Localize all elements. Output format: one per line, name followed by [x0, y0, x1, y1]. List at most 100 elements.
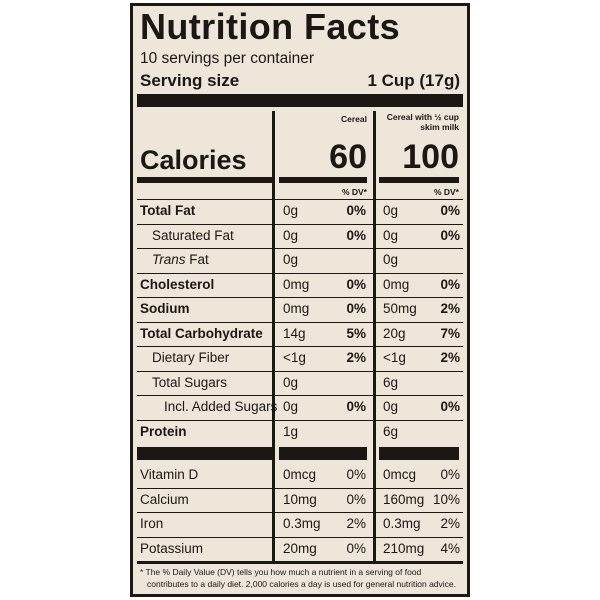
- footnote-divider: [137, 561, 463, 564]
- nutrient-label: Protein: [140, 423, 187, 439]
- vitamin-label: Iron: [140, 516, 164, 531]
- thick-divider: [137, 94, 463, 107]
- nutrient-label: Dietary Fiber: [152, 350, 230, 365]
- vitamin-amount-with-milk: 210mg: [383, 540, 425, 556]
- row-divider: [137, 395, 463, 396]
- dv-cereal: 5%: [346, 325, 366, 341]
- dv-header-cereal: % DV*: [341, 187, 367, 197]
- dv-with-milk: 2%: [440, 350, 460, 365]
- amount-cereal: 0mg: [283, 276, 310, 292]
- vitamin-dv-with-milk: 10%: [432, 491, 460, 507]
- vitamin-section-divider: [137, 447, 272, 460]
- dv-with-milk: 0%: [440, 227, 460, 243]
- calories-cereal: 60: [329, 138, 367, 176]
- col2-header-line2: skim milk: [420, 122, 459, 132]
- vitamin-section-divider: [379, 447, 459, 460]
- amount-cereal: 14g: [283, 325, 306, 341]
- row-divider: [137, 223, 463, 225]
- dv-cereal: 2%: [346, 350, 366, 365]
- vitamin-dv-cereal: 0%: [346, 540, 366, 556]
- dv-with-milk: 7%: [440, 325, 460, 341]
- amount-with-milk: 0g: [383, 227, 399, 243]
- amount-with-milk: <1g: [383, 350, 406, 365]
- footnote-line-2: contributes to a daily diet. 2,000 calor…: [147, 579, 457, 589]
- servings-per-container: 10 servings per container: [140, 50, 315, 67]
- dv-header-with-milk: % DV*: [433, 187, 459, 197]
- dv-with-milk: 0%: [440, 276, 460, 292]
- vitamin-label: Vitamin D: [140, 467, 199, 482]
- vitamin-dv-with-milk: 2%: [440, 516, 460, 531]
- vitamin-amount-with-milk: 0mcg: [383, 467, 417, 482]
- calories-divider-mid: [279, 177, 367, 183]
- footnote-line-1: * The % Daily Value (DV) tells you how m…: [140, 567, 422, 577]
- amount-with-milk: 20g: [383, 325, 406, 341]
- nutrient-label: Total Sugars: [152, 374, 228, 390]
- nutrient-label: Total Fat: [140, 203, 196, 218]
- dv-with-milk: 0%: [440, 203, 460, 218]
- calories-divider-right: [379, 177, 459, 183]
- vitamin-amount-with-milk: 0.3mg: [383, 516, 421, 531]
- nutrient-label: Cholesterol: [140, 276, 215, 292]
- row-divider: [137, 346, 463, 347]
- amount-cereal: 0g: [283, 252, 299, 267]
- vitamin-label: Calcium: [140, 491, 189, 507]
- vitamin-dv-cereal: 0%: [346, 467, 366, 482]
- nutrient-label: Total Carbohydrate: [140, 325, 263, 341]
- footnote: * The % Daily Value (DV) tells you how m…: [140, 566, 465, 590]
- amount-cereal: 0g: [283, 399, 299, 414]
- calories-with-milk: 100: [402, 138, 459, 176]
- col2-header-line1: Cereal with ½ cup: [386, 112, 459, 122]
- serving-size-label: Serving size: [140, 71, 240, 90]
- amount-with-milk: 0mg: [383, 276, 410, 292]
- nutrient-label-italic: Trans: [152, 252, 186, 267]
- row-divider: [137, 248, 463, 249]
- row-divider: [137, 297, 463, 298]
- amount-cereal: 0g: [283, 203, 299, 218]
- vitamin-amount-cereal: 20mg: [283, 540, 317, 556]
- vitamin-dv-cereal: 0%: [346, 491, 366, 507]
- vitamin-dv-with-milk: 0%: [440, 467, 460, 482]
- amount-with-milk: 50mg: [383, 301, 417, 316]
- calories-divider-left: [137, 177, 272, 183]
- vitamin-amount-cereal: 0.3mg: [283, 516, 321, 531]
- row-divider: [137, 419, 463, 421]
- amount-cereal: 0mg: [283, 301, 310, 316]
- col1-header: Cereal: [341, 114, 367, 124]
- amount-with-milk: 0g: [383, 399, 399, 414]
- column-divider-1: [272, 111, 275, 561]
- row-divider: [137, 199, 463, 200]
- amount-with-milk: 6g: [383, 374, 399, 390]
- amount-cereal: <1g: [283, 350, 306, 365]
- amount-with-milk: 6g: [383, 423, 399, 439]
- dv-with-milk: 0%: [440, 399, 460, 414]
- dv-cereal: 0%: [346, 301, 366, 316]
- vitamin-dv-cereal: 2%: [346, 516, 366, 531]
- serving-size-value: 1 Cup (17g): [367, 71, 460, 90]
- dv-cereal: 0%: [346, 203, 366, 218]
- amount-cereal: 1g: [283, 423, 299, 439]
- amount-cereal: 0g: [283, 227, 299, 243]
- nutrient-label: Incl. Added Sugars: [164, 399, 278, 414]
- row-divider: [137, 272, 463, 274]
- dv-with-milk: 2%: [440, 301, 460, 316]
- vitamin-amount-cereal: 0mcg: [283, 467, 317, 482]
- column-divider-2: [373, 111, 376, 561]
- label-title: Nutrition Facts: [140, 6, 401, 47]
- vitamin-dv-with-milk: 4%: [440, 540, 460, 556]
- amount-cereal: 0g: [283, 374, 299, 390]
- row-divider: [137, 536, 463, 538]
- row-divider: [137, 321, 463, 323]
- amount-with-milk: 0g: [383, 203, 399, 218]
- dv-cereal: 0%: [346, 276, 366, 292]
- calories-label: Calories: [140, 145, 247, 175]
- nutrient-label-rest: Fat: [185, 252, 209, 267]
- row-divider: [137, 512, 463, 513]
- row-divider: [137, 370, 463, 372]
- vitamin-amount-cereal: 10mg: [283, 491, 317, 507]
- nutrient-label: Saturated Fat: [152, 227, 234, 243]
- dv-cereal: 0%: [346, 227, 366, 243]
- amount-with-milk: 0g: [383, 252, 399, 267]
- nutrient-label: Sodium: [140, 301, 190, 316]
- nutrition-facts-label: Nutrition Facts 10 servings per containe…: [130, 3, 470, 597]
- vitamin-section-divider: [279, 447, 367, 460]
